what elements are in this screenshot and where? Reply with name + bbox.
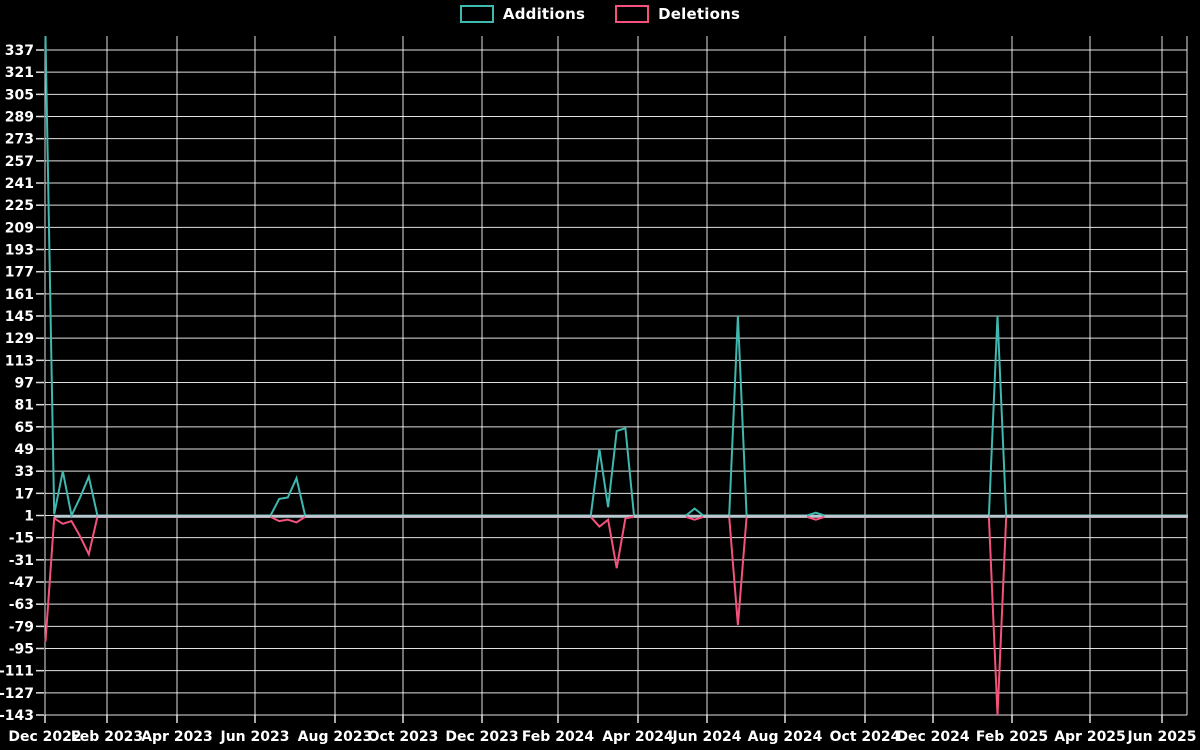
y-tick-label: -15 <box>9 531 34 547</box>
x-tick-label: Jun 2025 <box>1127 729 1197 745</box>
y-tick-label: -31 <box>9 553 34 569</box>
x-tick-label: Dec 2023 <box>445 729 518 745</box>
x-tick-label: Apr 2025 <box>1054 729 1126 745</box>
x-tick-label: Dec 2024 <box>896 729 970 745</box>
y-tick-label: 97 <box>15 376 34 392</box>
deletions-line <box>44 515 1188 716</box>
y-tick-label: 289 <box>5 110 34 126</box>
chart-legend: Additions Deletions <box>0 5 1200 23</box>
y-tick-label: 81 <box>15 398 34 414</box>
y-tick-label: 49 <box>15 442 34 458</box>
legend-label-additions: Additions <box>502 5 586 23</box>
deletions-swatch-icon <box>615 5 650 23</box>
y-tick-label: 33 <box>15 464 34 480</box>
y-tick-label: 65 <box>15 420 34 436</box>
y-tick-label: 17 <box>15 486 34 502</box>
x-tick-label: Jun 2023 <box>220 729 290 745</box>
y-tick-label: 161 <box>5 287 34 303</box>
y-tick-label: 225 <box>5 198 34 214</box>
y-tick-label: 177 <box>5 265 34 281</box>
y-tick-label: -63 <box>9 597 34 613</box>
x-tick-label: Feb 2025 <box>976 729 1048 745</box>
legend-item-deletions[interactable]: Deletions <box>615 5 740 23</box>
legend-label-deletions: Deletions <box>658 5 741 23</box>
y-tick-label: 193 <box>5 243 34 259</box>
y-tick-label: 305 <box>5 87 34 103</box>
x-tick-label: Feb 2024 <box>522 729 595 745</box>
y-tick-label: 145 <box>5 309 34 325</box>
x-tick-label: Oct 2023 <box>368 729 439 745</box>
y-tick-label: -143 <box>0 708 34 724</box>
y-tick-label: -127 <box>0 686 34 702</box>
x-tick-label: Feb 2023 <box>71 729 143 745</box>
y-tick-label: -95 <box>9 642 34 658</box>
x-tick-label: Aug 2024 <box>748 729 823 745</box>
x-tick-label: Dec 2022 <box>8 729 81 745</box>
y-tick-label: -47 <box>9 575 34 591</box>
x-tick-label: Jun 2024 <box>672 729 742 745</box>
y-tick-label: 321 <box>5 65 34 81</box>
y-tick-label: 257 <box>5 154 34 170</box>
x-tick-label: Aug 2023 <box>298 729 373 745</box>
y-tick-label: -111 <box>0 664 34 680</box>
x-tick-label: Apr 2024 <box>602 729 674 745</box>
x-tick-label: Oct 2024 <box>830 729 901 745</box>
y-tick-label: 1 <box>24 509 34 525</box>
y-tick-label: 129 <box>5 331 34 347</box>
y-tick-label: 337 <box>5 43 34 59</box>
additions-swatch-icon <box>459 5 494 23</box>
y-tick-label: 273 <box>5 132 34 148</box>
y-tick-label: 241 <box>5 176 34 192</box>
y-tick-label: -79 <box>9 619 34 635</box>
additions-line <box>44 36 1188 519</box>
x-tick-label: Apr 2023 <box>141 729 213 745</box>
y-tick-label: 209 <box>5 220 34 236</box>
legend-item-additions[interactable]: Additions <box>459 5 586 23</box>
y-tick-label: 113 <box>5 353 34 369</box>
